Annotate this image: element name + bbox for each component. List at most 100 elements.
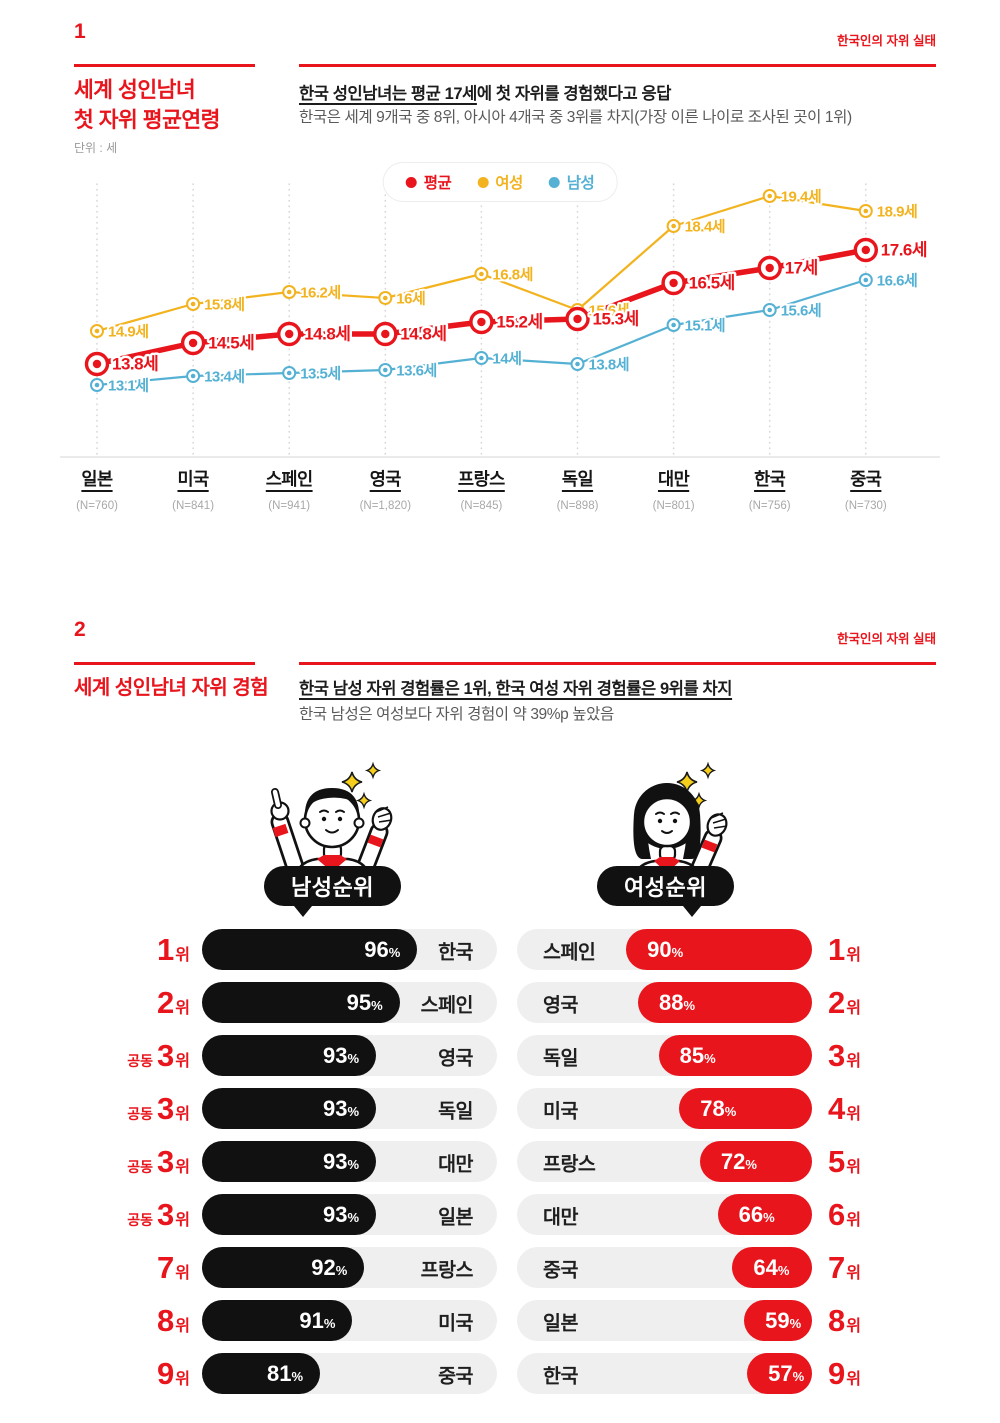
axis-country-label: 프랑스 bbox=[457, 469, 505, 489]
rank-number: 3 bbox=[157, 1038, 175, 1073]
rank-number: 3 bbox=[828, 1038, 846, 1073]
rank-bar: 93% bbox=[202, 1194, 377, 1235]
rank-percent: 93% bbox=[323, 1042, 360, 1068]
rank-percent: 72% bbox=[720, 1148, 757, 1174]
female-rank-row-9: 57% 한국 9 위 bbox=[517, 1353, 920, 1394]
male-rank-row-5: 공동 3 위 93% 대만 bbox=[98, 1141, 497, 1182]
rank-bar: 93% bbox=[202, 1088, 377, 1129]
svg-text:14.5세: 14.5세 bbox=[208, 334, 254, 353]
rank-country: 중국 bbox=[543, 1259, 578, 1281]
rank-country: 대만 bbox=[543, 1206, 578, 1228]
rank-country: 독일 bbox=[438, 1100, 473, 1122]
tied-label: 공동 bbox=[127, 1212, 154, 1228]
axis-sample-size: (N=941) bbox=[268, 500, 311, 512]
section2-rule-left bbox=[74, 662, 255, 665]
rank-percent: 81% bbox=[266, 1360, 303, 1386]
rank-bar-track: 91% 미국 bbox=[202, 1300, 497, 1341]
male-ranking-badge: 남성순위 bbox=[264, 866, 401, 906]
rank-country: 미국 bbox=[543, 1100, 578, 1122]
rank-bar: 93% bbox=[202, 1035, 377, 1076]
rank-percent: 57% bbox=[768, 1360, 805, 1386]
svg-text:19.4세: 19.4세 bbox=[781, 189, 822, 206]
sparkles-icon bbox=[341, 761, 382, 810]
legend-dot-icon bbox=[405, 176, 417, 188]
rank-bar: 93% bbox=[202, 1141, 377, 1182]
axis-label-영국: 영국 (N=1,820) bbox=[360, 466, 411, 512]
tied-label: 공동 bbox=[127, 1053, 154, 1069]
legend-label: 여성 bbox=[495, 175, 523, 192]
rank-number: 3 bbox=[157, 1144, 175, 1179]
legend-label: 평균 bbox=[423, 175, 452, 192]
rank-suffix: 위 bbox=[846, 947, 861, 964]
rank-percent: 93% bbox=[323, 1095, 360, 1121]
axis-label-중국: 중국 (N=730) bbox=[845, 466, 887, 512]
female-rank-row-5: 72% 프랑스 5 위 bbox=[517, 1141, 920, 1182]
female-ranking-list: 90% 스페인 1 위 88% 영국 2 위 85% 독일 3 위 78% 미국 4 위 72% 프랑스 5 위 66%… bbox=[517, 929, 920, 1394]
female-rank-row-1: 90% 스페인 1 위 bbox=[517, 929, 920, 970]
rank-bar: 95% bbox=[202, 982, 400, 1023]
axis-label-미국: 미국 (N=841) bbox=[172, 466, 214, 512]
rank-suffix: 위 bbox=[175, 1265, 190, 1282]
age-line-chart: 14.9세 15.8세 16.2세 16세 16.8세 15.6세 18.4세 19.4세 18… bbox=[60, 172, 940, 472]
rank-bar-track: 93% 대만 bbox=[202, 1141, 497, 1182]
rank-bar: 91% bbox=[202, 1300, 353, 1341]
rank-country: 중국 bbox=[438, 1365, 473, 1387]
rank-bar: 57% bbox=[747, 1353, 812, 1394]
rank-bar-track: 95% 스페인 bbox=[202, 982, 497, 1023]
legend-dot-icon bbox=[548, 176, 560, 188]
female-rank-row-8: 59% 일본 8 위 bbox=[517, 1300, 920, 1341]
axis-label-대만: 대만 (N=801) bbox=[653, 466, 695, 512]
rank-percent: 88% bbox=[658, 989, 695, 1015]
rank-country: 스페인 bbox=[420, 994, 474, 1016]
rank-bar-track: 64% 중국 bbox=[517, 1247, 812, 1288]
rank-percent: 95% bbox=[346, 989, 383, 1015]
svg-text:13.8세: 13.8세 bbox=[112, 355, 158, 374]
female-ranking-badge: 여성순위 bbox=[597, 866, 734, 906]
rank-label: 공동 3 위 bbox=[98, 1199, 202, 1230]
axis-sample-size: (N=898) bbox=[556, 500, 599, 512]
svg-text:14.8세: 14.8세 bbox=[400, 325, 446, 344]
rank-country: 일본 bbox=[543, 1312, 578, 1334]
axis-country-label: 한국 bbox=[754, 469, 786, 489]
axis-label-한국: 한국 (N=756) bbox=[749, 466, 791, 512]
female-rank-row-7: 64% 중국 7 위 bbox=[517, 1247, 920, 1288]
section2-rule-right bbox=[299, 662, 936, 665]
rank-suffix: 위 bbox=[846, 1159, 861, 1176]
svg-text:13.1세: 13.1세 bbox=[108, 378, 149, 395]
axis-sample-size: (N=730) bbox=[844, 500, 887, 512]
rank-bar-track: 93% 독일 bbox=[202, 1088, 497, 1129]
section1-number: 1 bbox=[74, 20, 86, 43]
legend-item-평균: 평균 bbox=[405, 171, 452, 193]
rank-bar-track: 93% 일본 bbox=[202, 1194, 497, 1235]
rank-suffix: 위 bbox=[175, 1212, 190, 1229]
rank-number: 1 bbox=[157, 932, 175, 967]
rank-bar-track: 78% 미국 bbox=[517, 1088, 812, 1129]
svg-text:15.1세: 15.1세 bbox=[685, 318, 726, 335]
rank-suffix: 위 bbox=[175, 1159, 190, 1176]
section1-rule-right bbox=[299, 64, 936, 67]
rank-percent: 93% bbox=[323, 1148, 360, 1174]
svg-text:14.9세: 14.9세 bbox=[108, 324, 149, 341]
rank-percent: 96% bbox=[364, 936, 401, 962]
section1-unit: 단위 : 세 bbox=[74, 141, 118, 155]
rank-suffix: 위 bbox=[846, 1265, 861, 1282]
legend-item-여성: 여성 bbox=[477, 171, 523, 193]
rank-bar: 90% bbox=[626, 929, 812, 970]
rank-bar-track: 59% 일본 bbox=[517, 1300, 812, 1341]
rank-number: 2 bbox=[828, 985, 846, 1020]
svg-text:15.2세: 15.2세 bbox=[496, 313, 542, 332]
rank-percent: 90% bbox=[647, 936, 684, 962]
rank-percent: 93% bbox=[323, 1201, 360, 1227]
rank-country: 프랑스 bbox=[543, 1153, 596, 1175]
male-rank-row-2: 2 위 95% 스페인 bbox=[98, 982, 497, 1023]
rank-percent: 78% bbox=[700, 1095, 737, 1121]
rank-bar-track: 90% 스페인 bbox=[517, 929, 812, 970]
male-rank-row-9: 9 위 81% 중국 bbox=[98, 1353, 497, 1394]
rank-suffix: 위 bbox=[175, 1371, 190, 1388]
rank-percent: 85% bbox=[679, 1042, 716, 1068]
rank-number: 7 bbox=[828, 1250, 846, 1285]
